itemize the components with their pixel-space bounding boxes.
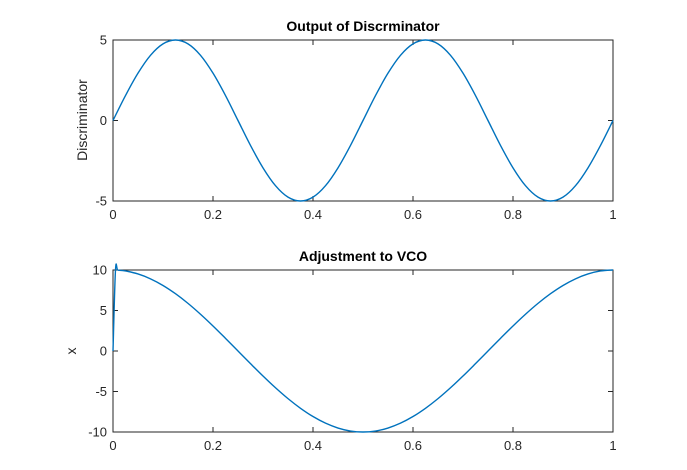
y-tick-label: 0 bbox=[100, 344, 107, 359]
x-tick-label: 0.8 bbox=[504, 207, 522, 222]
x-tick-label: 0.4 bbox=[304, 438, 322, 453]
y-tick-label: -5 bbox=[95, 194, 107, 209]
chart-title: Adjustment to VCO bbox=[299, 248, 427, 264]
chart-title: Output of Discrminator bbox=[286, 18, 440, 34]
x-tick-label: 0.2 bbox=[204, 207, 222, 222]
x-ticks: 0 0.2 0.4 0.6 0.8 1 bbox=[109, 40, 617, 222]
series-line bbox=[112, 39, 614, 202]
plot-area bbox=[112, 269, 614, 433]
x-tick-label: 1 bbox=[609, 438, 616, 453]
y-ticks: -5 0 5 bbox=[95, 33, 613, 209]
series-line bbox=[112, 263, 614, 433]
y-tick-label: -5 bbox=[95, 384, 107, 399]
y-tick-label: 10 bbox=[93, 263, 107, 278]
x-tick-label: 0.4 bbox=[304, 207, 322, 222]
y-tick-label: 5 bbox=[100, 303, 107, 318]
y-tick-label: 5 bbox=[100, 33, 107, 48]
x-ticks: 0 0.2 0.4 0.6 0.8 1 bbox=[109, 270, 617, 453]
x-tick-label: 0.8 bbox=[504, 438, 522, 453]
y-axis-label: x bbox=[63, 348, 79, 355]
y-axis-label: Discriminator bbox=[74, 79, 90, 161]
axes-output-of-discriminator: 0 0.2 0.4 0.6 0.8 1 -505 Output of Discrminat… bbox=[74, 18, 617, 222]
axes-adjustment-to-vco: 0 0.2 0.4 0.6 0.8 1 -10 -5 0 5 10 Adjustment to V… bbox=[63, 248, 617, 453]
x-tick-label: 0.2 bbox=[204, 438, 222, 453]
y-tick-label: 0 bbox=[100, 113, 107, 128]
x-tick-label: 1 bbox=[609, 207, 616, 222]
x-tick-label: 0 bbox=[109, 207, 116, 222]
x-tick-label: 0 bbox=[109, 438, 116, 453]
x-tick-label: 0.6 bbox=[404, 207, 422, 222]
y-tick-label: -10 bbox=[88, 425, 107, 440]
x-tick-label: 0.6 bbox=[404, 438, 422, 453]
y-ticks: -10 -5 0 5 10 bbox=[88, 263, 613, 440]
